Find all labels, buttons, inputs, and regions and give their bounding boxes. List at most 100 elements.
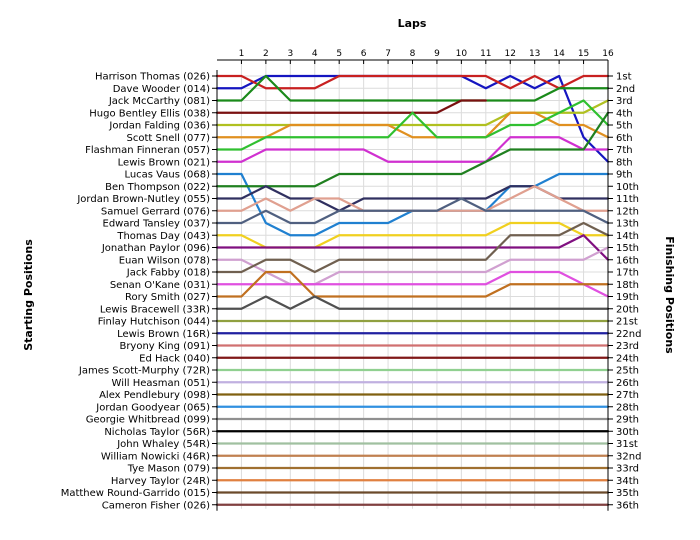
driver-label: William Nowicki (46R) [101, 451, 210, 462]
driver-labels: Harrison Thomas (026)Dave Wooder (014)Ja… [61, 72, 210, 512]
finishing-position-label: 34th [616, 476, 639, 487]
lap-tick-label: 7 [385, 49, 391, 59]
finishing-position-label: 23rd [616, 341, 639, 352]
finishing-position-label: 16th [616, 255, 639, 266]
driver-label: Alex Pendlebury (098) [99, 390, 210, 401]
lap-tick-label: 14 [553, 49, 565, 59]
series-line [215, 99, 610, 151]
lap-tick-labels: 1 2 3 4 5 6 7 8 9 10 11 12 13 14 15 16 [239, 49, 614, 59]
lap-tick-label: 1 [239, 49, 245, 59]
series-line [215, 270, 610, 298]
finishing-position-label: 7th [616, 145, 633, 156]
driver-label: Samuel Gerrard (076) [101, 206, 210, 217]
chart-title: Laps [398, 17, 427, 30]
finishing-position-label: 33rd [616, 464, 639, 475]
driver-label: Lucas Vaus (068) [124, 170, 210, 181]
finishing-position-label: 25th [616, 366, 639, 377]
finishing-position-label: 5th [616, 121, 633, 132]
driver-label: Euan Wilson (078) [119, 255, 210, 266]
lap-tick-label: 15 [578, 49, 589, 59]
lap-tick-label: 4 [312, 49, 318, 59]
finishing-position-label: 12th [616, 206, 639, 217]
lap-tick-label: 5 [336, 49, 342, 59]
lap-tick-label: 13 [529, 49, 540, 59]
driver-label: Bryony King (091) [119, 341, 210, 352]
driver-label: Edward Tansley (037) [103, 219, 211, 230]
driver-label: Jordan Falding (036) [108, 121, 210, 132]
driver-label: Ben Thompson (022) [105, 182, 210, 193]
driver-label: Lewis Bracewell (33R) [100, 304, 210, 315]
driver-label: Jordan Brown-Nutley (055) [76, 194, 210, 205]
series-line [215, 234, 610, 261]
finishing-position-label: 21st [616, 317, 638, 328]
lap-tick-label: 2 [263, 49, 269, 59]
series-line [215, 111, 610, 188]
finishing-position-label: 22nd [616, 329, 641, 340]
finishing-position-label: 18th [616, 280, 639, 291]
finishing-position-label: 4th [616, 108, 633, 119]
series-line [215, 111, 610, 139]
finishing-position-label: 32nd [616, 451, 641, 462]
finishing-position-label: 19th [616, 292, 639, 303]
lap-tick-label: 9 [434, 49, 440, 59]
series-line [215, 221, 610, 274]
lap-tick-label: 3 [287, 49, 293, 59]
series-lines [215, 74, 610, 506]
series-line [215, 295, 610, 310]
driver-label: Finlay Hutchison (044) [98, 317, 210, 328]
finishing-position-label: 2nd [616, 84, 635, 95]
finishing-position-label: 6th [616, 133, 633, 144]
finishing-position-label: 11th [616, 194, 639, 205]
finishing-position-label: 14th [616, 231, 639, 242]
driver-label: Rory Smith (027) [125, 292, 210, 303]
finishing-position-label: 36th [616, 500, 639, 511]
driver-label: Hugo Bentley Ellis (038) [89, 108, 210, 119]
finishing-position-label: 24th [616, 353, 639, 364]
finishing-position-label: 20th [616, 304, 639, 315]
series-line [215, 270, 610, 298]
driver-label: Jonathan Paylor (096) [101, 243, 210, 254]
driver-label: Senan O'Kane (031) [110, 280, 210, 291]
driver-label: Georgie Whitbread (099) [86, 415, 210, 426]
lap-tick-label: 12 [505, 49, 516, 59]
driver-label: Harrison Thomas (026) [95, 72, 210, 83]
driver-label: Dave Wooder (014) [113, 84, 210, 95]
finishing-position-label: 27th [616, 390, 639, 401]
driver-label: Flashman Finneran (057) [85, 145, 210, 156]
lap-tick-label: 6 [361, 49, 367, 59]
left-axis-title: Starting Positions [22, 239, 35, 351]
lap-tick-label: 10 [456, 49, 468, 59]
finishing-position-label: 31st [616, 439, 638, 450]
driver-label: James Scott-Murphy (72R) [78, 366, 210, 377]
driver-label: Nicholas Taylor (56R) [104, 427, 210, 438]
driver-label: Scott Snell (077) [127, 133, 211, 144]
finishing-position-label: 9th [616, 170, 633, 181]
driver-label: Lewis Brown (16R) [117, 329, 210, 340]
finishing-position-label: 13th [616, 219, 639, 230]
driver-label: Harvey Taylor (24R) [111, 476, 210, 487]
finishing-position-label: 15th [616, 243, 639, 254]
finishing-position-label: 35th [616, 488, 639, 499]
series-line [215, 197, 610, 225]
finishing-position-label: 17th [616, 268, 639, 279]
finishing-position-label: 10th [616, 182, 639, 193]
series-line [215, 99, 610, 127]
driver-label: Will Heasman (051) [112, 378, 211, 389]
driver-label: Matthew Round-Garrido (015) [61, 488, 210, 499]
finishing-position-label: 1st [616, 72, 632, 83]
finishing-position-label: 26th [616, 378, 639, 389]
driver-label: Lewis Brown (021) [118, 157, 210, 168]
driver-label: Jack McCarthy (081) [108, 96, 210, 107]
series-line [215, 99, 487, 114]
driver-label: Tye Mason (079) [127, 464, 210, 475]
series-line [215, 246, 610, 286]
finishing-position-label: 28th [616, 402, 639, 413]
finishing-position-label: 8th [616, 157, 633, 168]
driver-label: Jack Fabby (018) [126, 268, 210, 279]
series-line [215, 136, 610, 163]
lap-tick-label: 8 [410, 49, 416, 59]
driver-label: John Whaley (54R) [116, 439, 210, 450]
